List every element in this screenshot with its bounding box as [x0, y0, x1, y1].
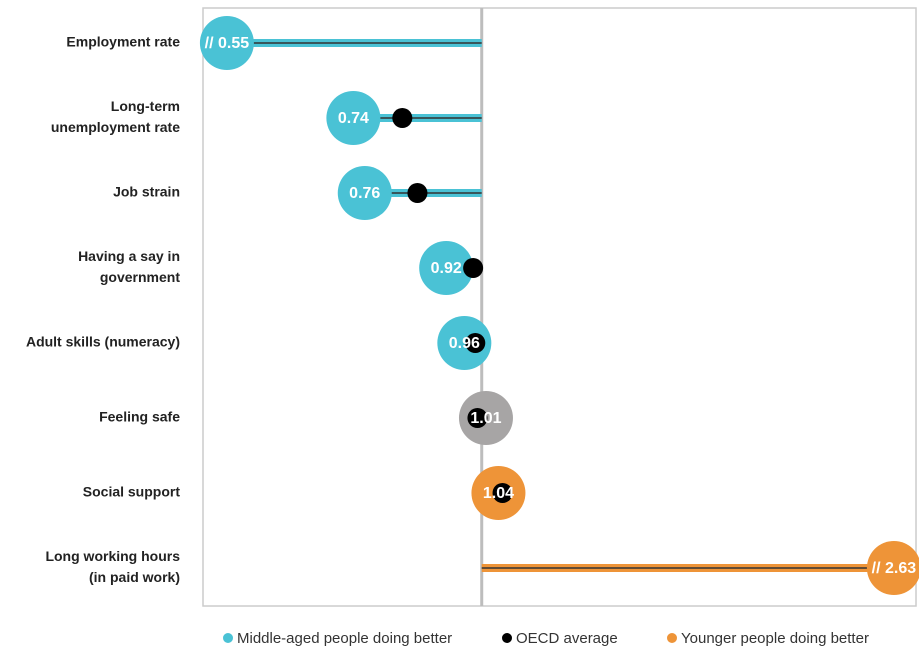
category-label: Employment rate: [66, 34, 180, 50]
dot: [337, 166, 392, 220]
dot: [419, 241, 474, 295]
plot-frame: [202, 7, 917, 607]
value-label: 0.92: [431, 260, 462, 277]
category-label: Social support: [83, 484, 181, 500]
oecd-dot: [407, 183, 428, 203]
dot: [326, 91, 381, 145]
dot: [199, 16, 254, 70]
category-label: Adult skills (numeracy): [26, 334, 180, 350]
oecd-dot: [465, 333, 486, 353]
category-label: Long working hours: [45, 548, 180, 564]
oecd-dot: [463, 258, 484, 278]
value-label: // 2.63: [872, 560, 917, 577]
legend-swatch: [502, 633, 512, 643]
legend-swatch: [223, 633, 233, 643]
legend-label: Middle-aged people doing better: [237, 630, 452, 647]
value-label: 0.74: [338, 110, 369, 127]
legend-label: Younger people doing better: [681, 630, 869, 647]
value-label: // 0.55: [205, 35, 250, 52]
value-label: 0.96: [449, 335, 480, 352]
value-label: 0.76: [349, 185, 380, 202]
legend-swatch: [667, 633, 677, 643]
oecd-dot: [392, 108, 413, 128]
dot: [866, 541, 919, 595]
category-label: Long-term: [111, 98, 180, 114]
value-label: 1.04: [483, 485, 514, 502]
category-label: Having a say in: [78, 248, 180, 264]
category-label: (in paid work): [89, 569, 180, 585]
category-label: unemployment rate: [51, 119, 180, 135]
oecd-dot: [467, 408, 488, 428]
value-label: 1.01: [470, 410, 501, 427]
category-label: government: [100, 269, 180, 285]
category-label: Job strain: [113, 184, 180, 200]
oecd-dot: [492, 483, 513, 503]
legend-label: OECD average: [516, 630, 618, 647]
category-label: Feeling safe: [99, 409, 180, 425]
dot: [437, 316, 492, 370]
